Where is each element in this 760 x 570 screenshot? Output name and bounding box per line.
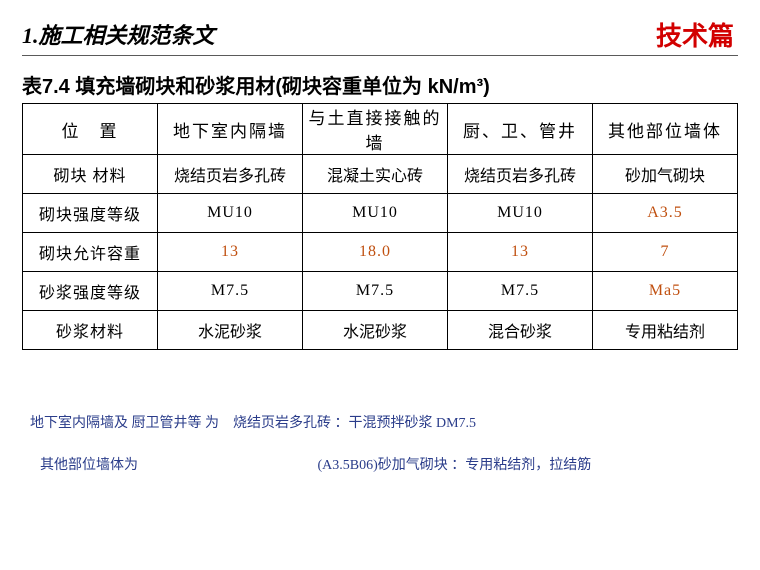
table-body: 砌块 材料烧结页岩多孔砖混凝土实心砖烧结页岩多孔砖砂加气砌块砌块强度等级MU10…	[23, 155, 738, 350]
cell: 13	[448, 233, 593, 272]
table-row: 砂浆强度等级M7.5M7.5M7.5Ma5	[23, 272, 738, 311]
table-row: 砂浆材料水泥砂浆水泥砂浆混合砂浆专用粘结剂	[23, 311, 738, 350]
header-row: 1.施工相关规范条文 技术篇	[22, 18, 738, 53]
col-header: 与土直接接触的墙	[303, 104, 448, 155]
notes-block: 地下室内隔墙及 厨卫管井等 为 烧结页岩多孔砖 ：干混预拌砂浆 DM7.5 其他…	[22, 406, 738, 485]
note-2b: (A3.5B06)砂加气砌块 ：专用粘结剂，拉结筋	[318, 458, 592, 473]
cell: 水泥砂浆	[158, 311, 303, 350]
cell: 烧结页岩多孔砖	[158, 155, 303, 194]
table-row: 砌块允许容重1318.0137	[23, 233, 738, 272]
note-line-1: 地下室内隔墙及 厨卫管井等 为 烧结页岩多孔砖 ：干混预拌砂浆 DM7.5	[30, 406, 738, 442]
cell: 13	[158, 233, 303, 272]
cell: 烧结页岩多孔砖	[448, 155, 593, 194]
col-header: 厨、卫、管井	[448, 104, 593, 155]
table-header-row: 位 置地下室内隔墙与土直接接触的墙厨、卫、管井其他部位墙体	[23, 104, 738, 155]
table-head: 位 置地下室内隔墙与土直接接触的墙厨、卫、管井其他部位墙体	[23, 104, 738, 155]
cell: M7.5	[158, 272, 303, 311]
row-label: 砂浆强度等级	[23, 272, 158, 311]
cell: A3.5	[593, 194, 738, 233]
section-title: 1.施工相关规范条文	[22, 18, 215, 50]
cell: MU10	[448, 194, 593, 233]
col-header: 地下室内隔墙	[158, 104, 303, 155]
col-header: 其他部位墙体	[593, 104, 738, 155]
cell: Ma5	[593, 272, 738, 311]
cell: 水泥砂浆	[303, 311, 448, 350]
table-row: 砌块 材料烧结页岩多孔砖混凝土实心砖烧结页岩多孔砖砂加气砌块	[23, 155, 738, 194]
cell: MU10	[158, 194, 303, 233]
slide: 1.施工相关规范条文 技术篇 表7.4 填充墙砌块和砂浆用材(砌块容重单位为 k…	[0, 0, 760, 570]
note-line-2: 其他部位墙体为 (A3.5B06)砂加气砌块 ：专用粘结剂，拉结筋	[40, 448, 738, 484]
cell: 混凝土实心砖	[303, 155, 448, 194]
cell: M7.5	[448, 272, 593, 311]
cell: 混合砂浆	[448, 311, 593, 350]
table-row: 砌块强度等级MU10MU10MU10A3.5	[23, 194, 738, 233]
row-label: 砌块允许容重	[23, 233, 158, 272]
col-header-position: 位 置	[23, 104, 158, 155]
row-label: 砂浆材料	[23, 311, 158, 350]
corner-tag: 技术篇	[656, 16, 734, 53]
materials-table: 位 置地下室内隔墙与土直接接触的墙厨、卫、管井其他部位墙体 砌块 材料烧结页岩多…	[22, 103, 738, 350]
row-label: 砌块强度等级	[23, 194, 158, 233]
table-caption: 表7.4 填充墙砌块和砂浆用材(砌块容重单位为 kN/m³)	[22, 70, 738, 99]
note-2a: 其他部位墙体为	[40, 458, 138, 473]
cell: 砂加气砌块	[593, 155, 738, 194]
cell: M7.5	[303, 272, 448, 311]
cell: 7	[593, 233, 738, 272]
cell: 18.0	[303, 233, 448, 272]
cell: 专用粘结剂	[593, 311, 738, 350]
row-label: 砌块 材料	[23, 155, 158, 194]
cell: MU10	[303, 194, 448, 233]
divider	[22, 55, 738, 56]
